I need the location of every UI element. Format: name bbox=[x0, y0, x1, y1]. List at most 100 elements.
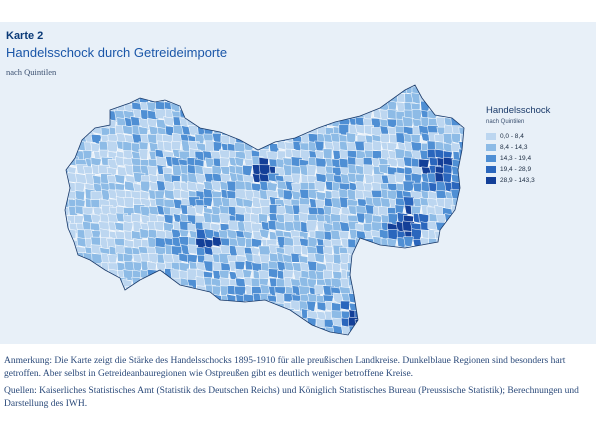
district-cell bbox=[469, 95, 480, 106]
district-cell bbox=[469, 199, 479, 208]
district-cell bbox=[283, 93, 295, 105]
district-cell bbox=[188, 310, 202, 321]
district-cell bbox=[116, 94, 128, 105]
district-cell bbox=[164, 284, 175, 296]
district-cell bbox=[475, 197, 480, 208]
district-cell bbox=[124, 303, 135, 316]
district-cell bbox=[476, 301, 480, 311]
district-cell bbox=[260, 86, 271, 96]
legend-subtitle: nach Quintilen bbox=[486, 119, 525, 125]
district-cell bbox=[261, 301, 274, 314]
district-cell bbox=[293, 325, 306, 335]
district-cell bbox=[252, 302, 264, 315]
district-cell bbox=[65, 316, 72, 327]
district-cell bbox=[108, 70, 118, 80]
district-cell bbox=[116, 70, 126, 80]
district-cell bbox=[292, 93, 305, 106]
district-cell bbox=[290, 332, 302, 335]
district-cell bbox=[379, 261, 391, 272]
district-cell bbox=[75, 316, 88, 328]
district-cell bbox=[275, 92, 288, 103]
district-cell bbox=[204, 326, 217, 335]
district-cell bbox=[363, 254, 374, 267]
district-cell bbox=[268, 300, 280, 313]
district-cell bbox=[196, 334, 208, 335]
district-cell bbox=[450, 284, 464, 296]
district-cell bbox=[67, 132, 81, 144]
district-cell bbox=[379, 292, 390, 304]
district-cell bbox=[171, 317, 183, 328]
legend: Handelsschock nach Quintilen 0,0 - 8,4 8… bbox=[486, 105, 586, 186]
district-cell bbox=[372, 140, 383, 152]
district-cell bbox=[460, 277, 464, 289]
district-cell bbox=[452, 253, 464, 266]
district-cell bbox=[452, 100, 464, 113]
district-cell bbox=[316, 87, 328, 98]
district-cell bbox=[65, 116, 73, 128]
district-cell bbox=[163, 278, 174, 290]
district-cell bbox=[65, 244, 70, 256]
district-cell bbox=[427, 100, 439, 112]
district-cell bbox=[402, 180, 415, 192]
district-cell bbox=[106, 85, 117, 88]
district-cell bbox=[116, 326, 127, 335]
district-cell bbox=[348, 85, 360, 88]
district-cell bbox=[234, 101, 245, 115]
district-cell bbox=[99, 87, 112, 99]
district-cell bbox=[229, 116, 239, 128]
district-cell bbox=[68, 284, 82, 295]
district-cell bbox=[394, 276, 406, 289]
district-cell bbox=[211, 94, 223, 105]
district-cell bbox=[434, 246, 446, 257]
district-cell bbox=[442, 244, 455, 256]
district-cell bbox=[258, 228, 270, 239]
district-cell bbox=[355, 93, 366, 106]
district-cell bbox=[298, 332, 311, 335]
district-cell bbox=[347, 70, 356, 81]
district-cell bbox=[396, 85, 408, 90]
district-cell bbox=[307, 108, 317, 120]
district-cell bbox=[138, 292, 151, 305]
district-cell bbox=[138, 324, 151, 335]
district-cell bbox=[196, 110, 208, 123]
district-cell bbox=[370, 294, 381, 307]
district-cell bbox=[370, 246, 383, 257]
district-cell bbox=[107, 93, 118, 104]
district-cell bbox=[459, 333, 464, 335]
district-cell bbox=[244, 310, 256, 322]
district-cell bbox=[355, 284, 367, 295]
district-cell bbox=[251, 333, 264, 335]
district-cell bbox=[204, 110, 215, 122]
district-cell bbox=[195, 102, 207, 115]
district-cell bbox=[315, 85, 327, 90]
district-cell bbox=[436, 278, 448, 290]
district-cell bbox=[477, 143, 480, 154]
district-cell bbox=[67, 109, 80, 122]
district-cell bbox=[477, 167, 480, 178]
district-cell bbox=[293, 70, 303, 80]
district-cell bbox=[403, 318, 417, 329]
district-cell bbox=[258, 103, 269, 116]
district-cell bbox=[218, 85, 230, 98]
district-cell bbox=[443, 292, 455, 305]
district-cell bbox=[437, 334, 450, 335]
district-cell bbox=[301, 102, 313, 114]
district-cell bbox=[228, 100, 240, 113]
district-cell bbox=[65, 300, 71, 313]
district-cell bbox=[284, 116, 297, 127]
district-cell bbox=[419, 332, 432, 335]
district-cell bbox=[363, 246, 374, 257]
district-cell bbox=[322, 110, 334, 122]
district-cell bbox=[131, 285, 143, 298]
district-cell bbox=[371, 284, 383, 295]
district-cell bbox=[379, 70, 390, 80]
district-cell bbox=[330, 85, 342, 98]
district-cell bbox=[115, 317, 128, 329]
district-cell bbox=[227, 85, 240, 88]
district-cell bbox=[194, 310, 205, 323]
district-cell bbox=[459, 229, 464, 240]
district-cell bbox=[444, 213, 456, 225]
district-cell bbox=[253, 70, 263, 81]
district-cell bbox=[322, 334, 336, 335]
district-cell bbox=[276, 124, 289, 136]
